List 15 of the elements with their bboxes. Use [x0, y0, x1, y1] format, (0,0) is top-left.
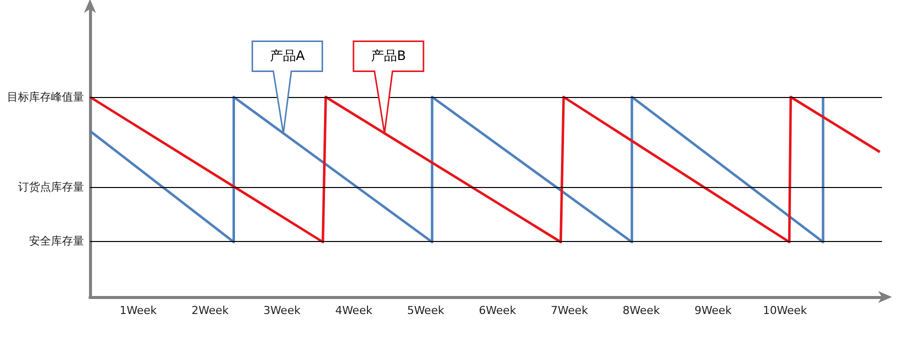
x-tick-label: 10Week [762, 304, 808, 317]
x-tick-label: 6Week [478, 304, 517, 317]
ref-line-label: 目标库存峰值量 [7, 90, 84, 104]
x-tick-label: 8Week [622, 304, 660, 317]
x-tick-label: 1Week [120, 304, 158, 317]
x-tick-label: 7Week [550, 304, 589, 317]
x-tick-label: 4Week [335, 304, 373, 317]
ref-line-label: 安全库存量 [29, 234, 84, 248]
x-tick-label: 3Week [263, 304, 302, 317]
text: 产品B [371, 48, 406, 64]
x-tick-label: 5Week [407, 304, 445, 317]
text: 产品A [270, 48, 305, 64]
x-tick-label: 2Week [191, 304, 230, 317]
x-tick-label: 9Week [694, 304, 732, 317]
ref-line-label: 订货点库存量 [18, 180, 84, 194]
